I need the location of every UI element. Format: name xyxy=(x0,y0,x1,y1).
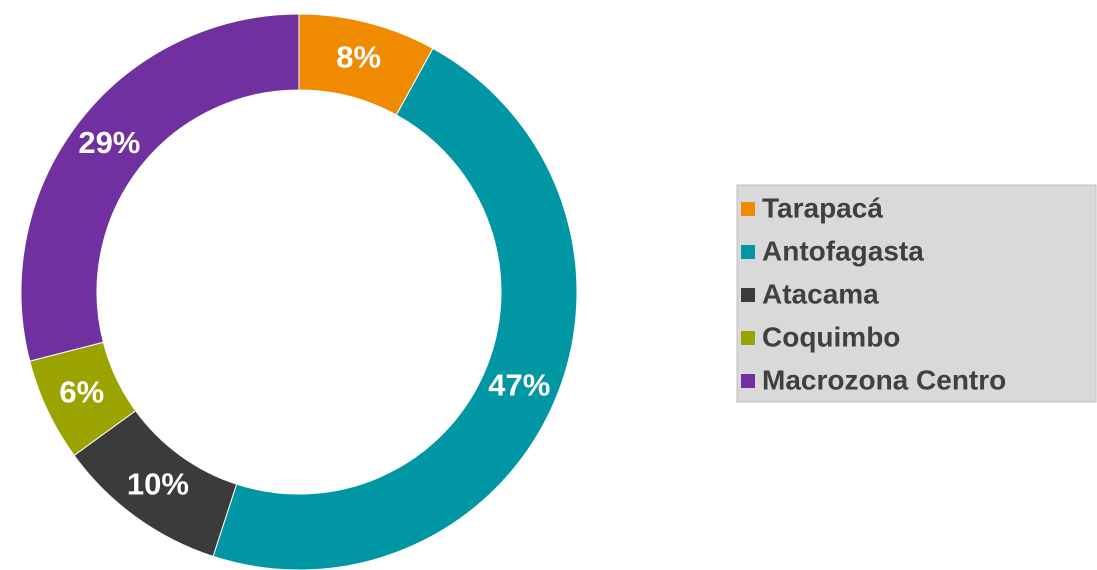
data-label: 6% xyxy=(59,374,104,409)
data-label: 8% xyxy=(336,40,381,75)
legend-label: Tarapacá xyxy=(762,192,883,223)
legend-swatch xyxy=(741,288,755,302)
slice xyxy=(212,47,578,570)
legend-swatch xyxy=(741,331,755,345)
legend-label: Atacama xyxy=(762,278,879,309)
legend-swatch xyxy=(741,374,755,388)
data-label: 10% xyxy=(127,466,189,501)
legend-swatch xyxy=(741,245,755,259)
data-label: 29% xyxy=(78,125,140,160)
data-label: 47% xyxy=(488,368,550,403)
legend-label: Macrozona Centro xyxy=(762,364,1006,395)
legend-box xyxy=(736,184,1097,403)
slice xyxy=(20,13,300,362)
legend-swatch xyxy=(741,202,755,216)
legend-label: Coquimbo xyxy=(762,321,900,352)
legend-label: Antofagasta xyxy=(762,235,924,266)
